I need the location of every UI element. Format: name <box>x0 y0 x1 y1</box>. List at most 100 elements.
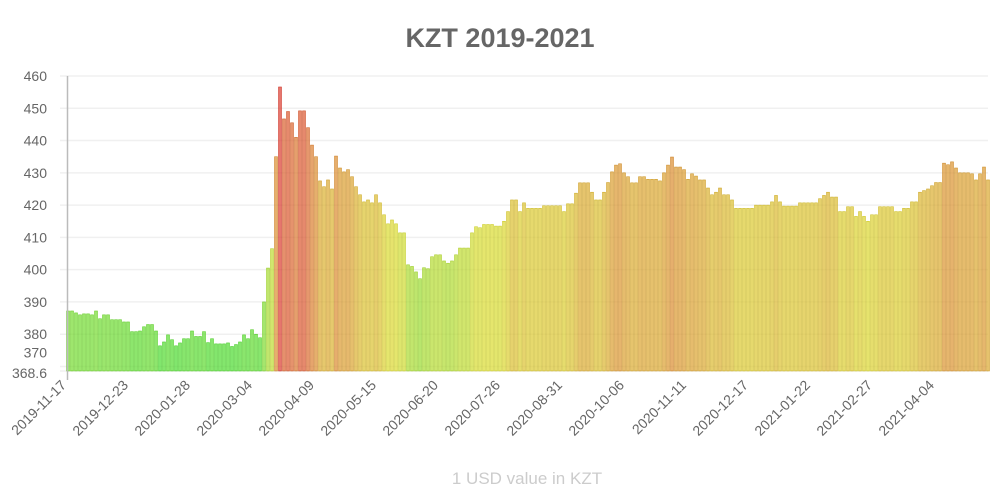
bar <box>218 343 222 372</box>
bar <box>818 198 822 372</box>
bar <box>266 267 270 372</box>
bar <box>86 313 90 372</box>
bar <box>886 206 890 372</box>
bar <box>610 171 614 372</box>
bar <box>518 211 522 372</box>
bar <box>82 313 86 372</box>
bar <box>178 342 182 372</box>
bar <box>650 179 654 372</box>
bar <box>590 191 594 372</box>
bar <box>578 182 582 372</box>
bar <box>354 186 358 372</box>
bar <box>850 206 854 372</box>
bar <box>450 260 454 372</box>
x-tick-label: 2019-12-23 <box>69 377 131 439</box>
bar <box>586 182 590 372</box>
bar <box>146 324 150 372</box>
bar <box>262 301 266 372</box>
bar <box>658 180 662 372</box>
bar <box>462 247 466 372</box>
bar <box>210 338 214 372</box>
bar <box>110 319 114 372</box>
bar <box>402 232 406 372</box>
x-tick-label: 2021-02-27 <box>813 377 875 439</box>
bar <box>370 202 374 372</box>
bar <box>230 346 234 372</box>
bar <box>826 191 830 372</box>
bar <box>338 167 342 372</box>
bar <box>742 208 746 372</box>
bar <box>106 314 110 372</box>
bar <box>442 260 446 372</box>
bar <box>926 188 930 372</box>
bar <box>802 202 806 372</box>
bar <box>566 203 570 372</box>
bar <box>890 206 894 372</box>
bar <box>410 266 414 372</box>
bar <box>954 167 958 372</box>
bar <box>546 205 550 372</box>
bar <box>358 194 362 372</box>
bar <box>390 219 394 372</box>
bar <box>494 225 498 372</box>
bar <box>502 220 506 372</box>
bar <box>542 205 546 372</box>
y-tick-label: 410 <box>24 229 48 245</box>
y-tick-label: 370 <box>24 344 48 360</box>
bar <box>242 334 246 372</box>
bar <box>782 205 786 372</box>
bar <box>334 155 338 372</box>
bar <box>834 196 838 372</box>
bar <box>974 179 978 372</box>
bar <box>378 202 382 372</box>
bar <box>982 166 986 372</box>
bar <box>498 225 502 372</box>
bar <box>70 310 74 372</box>
bar <box>606 182 610 372</box>
bar <box>766 204 770 372</box>
bar <box>310 144 314 372</box>
bar <box>170 339 174 372</box>
bar <box>282 118 286 372</box>
bar <box>214 343 218 372</box>
bar <box>206 342 210 372</box>
bar <box>902 208 906 372</box>
bar <box>666 164 670 372</box>
bar <box>78 314 82 372</box>
bar <box>702 179 706 372</box>
bar <box>526 208 530 372</box>
bar <box>366 199 370 372</box>
bar <box>258 337 262 372</box>
x-axis-label: 1 USD value in KZT <box>452 469 602 488</box>
bar <box>846 206 850 372</box>
chart-title: KZT 2019-2021 <box>405 23 594 53</box>
bar <box>522 202 526 372</box>
bar <box>270 248 274 372</box>
bar <box>710 194 714 372</box>
x-tick-label: 2020-01-28 <box>131 377 193 439</box>
bar <box>126 321 130 372</box>
bar <box>778 201 782 372</box>
bar <box>406 264 410 372</box>
bar <box>930 185 934 372</box>
bar <box>166 334 170 372</box>
bar <box>530 208 534 372</box>
bar <box>342 171 346 372</box>
bar <box>842 211 846 372</box>
bar <box>726 194 730 372</box>
bar <box>758 204 762 372</box>
bar <box>750 208 754 372</box>
bar <box>234 344 238 372</box>
bar <box>470 232 474 372</box>
bar <box>314 156 318 372</box>
bar <box>466 247 470 372</box>
bar <box>134 331 138 372</box>
bar <box>418 278 422 372</box>
bar <box>898 211 902 372</box>
bar <box>514 199 518 372</box>
bar <box>398 232 402 372</box>
bar <box>598 199 602 372</box>
bar <box>274 156 278 372</box>
bar <box>102 314 106 372</box>
bar <box>246 338 250 372</box>
